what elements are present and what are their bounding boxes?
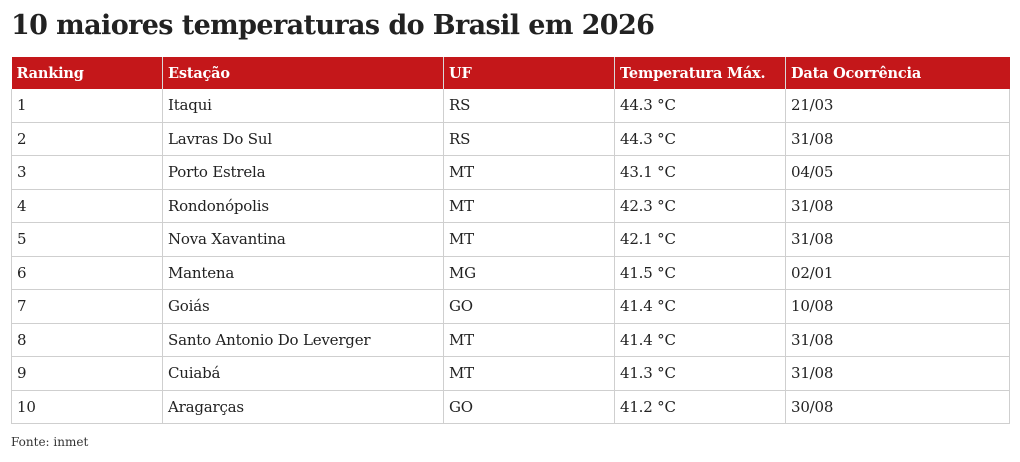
- cell-ranking: 10: [11, 390, 163, 424]
- cell-estacao: Rondonópolis: [162, 189, 444, 223]
- column-header-estacao: Estação: [162, 57, 444, 89]
- cell-uf: MT: [443, 155, 615, 190]
- cell-temperatura: 41.4 °C: [614, 323, 786, 357]
- page-title: 10 maiores temperaturas do Brasil em 202…: [11, 10, 655, 41]
- cell-ranking: 7: [11, 289, 163, 324]
- table-row: 8 Santo Antonio Do Leverger MT 41.4 °C 3…: [11, 323, 1010, 357]
- cell-temperatura: 41.4 °C: [614, 289, 786, 324]
- cell-ranking: 2: [11, 122, 163, 156]
- cell-estacao: Nova Xavantina: [162, 222, 444, 257]
- cell-ranking: 9: [11, 356, 163, 391]
- table-row: 2 Lavras Do Sul RS 44.3 °C 31/08: [11, 122, 1010, 156]
- cell-estacao: Aragarças: [162, 390, 444, 424]
- source-note: Fonte: inmet: [11, 435, 89, 449]
- cell-uf: RS: [443, 122, 615, 156]
- cell-uf: MT: [443, 356, 615, 391]
- cell-uf: MG: [443, 256, 615, 290]
- temperature-table: Ranking Estação UF Temperatura Máx. Data…: [11, 57, 1010, 424]
- cell-ranking: 3: [11, 155, 163, 190]
- cell-data: 31/08: [785, 222, 1010, 257]
- column-header-temperatura: Temperatura Máx.: [614, 57, 786, 89]
- table-row: 10 Aragarças GO 41.2 °C 30/08: [11, 390, 1010, 424]
- cell-data: 10/08: [785, 289, 1010, 324]
- cell-data: 30/08: [785, 390, 1010, 424]
- cell-ranking: 6: [11, 256, 163, 290]
- cell-data: 31/08: [785, 189, 1010, 223]
- cell-estacao: Santo Antonio Do Leverger: [162, 323, 444, 357]
- cell-uf: MT: [443, 189, 615, 223]
- cell-ranking: 1: [11, 89, 163, 123]
- column-header-ranking: Ranking: [11, 57, 163, 89]
- cell-uf: RS: [443, 89, 615, 123]
- cell-data: 31/08: [785, 122, 1010, 156]
- cell-temperatura: 44.3 °C: [614, 122, 786, 156]
- cell-uf: MT: [443, 323, 615, 357]
- cell-temperatura: 41.2 °C: [614, 390, 786, 424]
- column-header-uf: UF: [443, 57, 615, 89]
- cell-data: 02/01: [785, 256, 1010, 290]
- cell-data: 31/08: [785, 356, 1010, 391]
- cell-ranking: 5: [11, 222, 163, 257]
- cell-data: 21/03: [785, 89, 1010, 123]
- column-header-data: Data Ocorrência: [785, 57, 1010, 89]
- table-row: 3 Porto Estrela MT 43.1 °C 04/05: [11, 155, 1010, 190]
- cell-data: 04/05: [785, 155, 1010, 190]
- cell-temperatura: 42.3 °C: [614, 189, 786, 223]
- table-row: 4 Rondonópolis MT 42.3 °C 31/08: [11, 189, 1010, 223]
- cell-uf: GO: [443, 390, 615, 424]
- table-row: 7 Goiás GO 41.4 °C 10/08: [11, 289, 1010, 324]
- cell-estacao: Mantena: [162, 256, 444, 290]
- cell-uf: GO: [443, 289, 615, 324]
- table-header-row: Ranking Estação UF Temperatura Máx. Data…: [11, 57, 1010, 89]
- table-row: 5 Nova Xavantina MT 42.1 °C 31/08: [11, 222, 1010, 257]
- cell-estacao: Lavras Do Sul: [162, 122, 444, 156]
- cell-temperatura: 43.1 °C: [614, 155, 786, 190]
- cell-ranking: 8: [11, 323, 163, 357]
- cell-estacao: Itaqui: [162, 89, 444, 123]
- cell-temperatura: 44.3 °C: [614, 89, 786, 123]
- cell-estacao: Porto Estrela: [162, 155, 444, 190]
- cell-estacao: Goiás: [162, 289, 444, 324]
- cell-data: 31/08: [785, 323, 1010, 357]
- cell-temperatura: 42.1 °C: [614, 222, 786, 257]
- table-row: 9 Cuiabá MT 41.3 °C 31/08: [11, 356, 1010, 391]
- cell-ranking: 4: [11, 189, 163, 223]
- cell-temperatura: 41.5 °C: [614, 256, 786, 290]
- table-row: 6 Mantena MG 41.5 °C 02/01: [11, 256, 1010, 290]
- cell-uf: MT: [443, 222, 615, 257]
- table-row: 1 Itaqui RS 44.3 °C 21/03: [11, 89, 1010, 123]
- cell-temperatura: 41.3 °C: [614, 356, 786, 391]
- cell-estacao: Cuiabá: [162, 356, 444, 391]
